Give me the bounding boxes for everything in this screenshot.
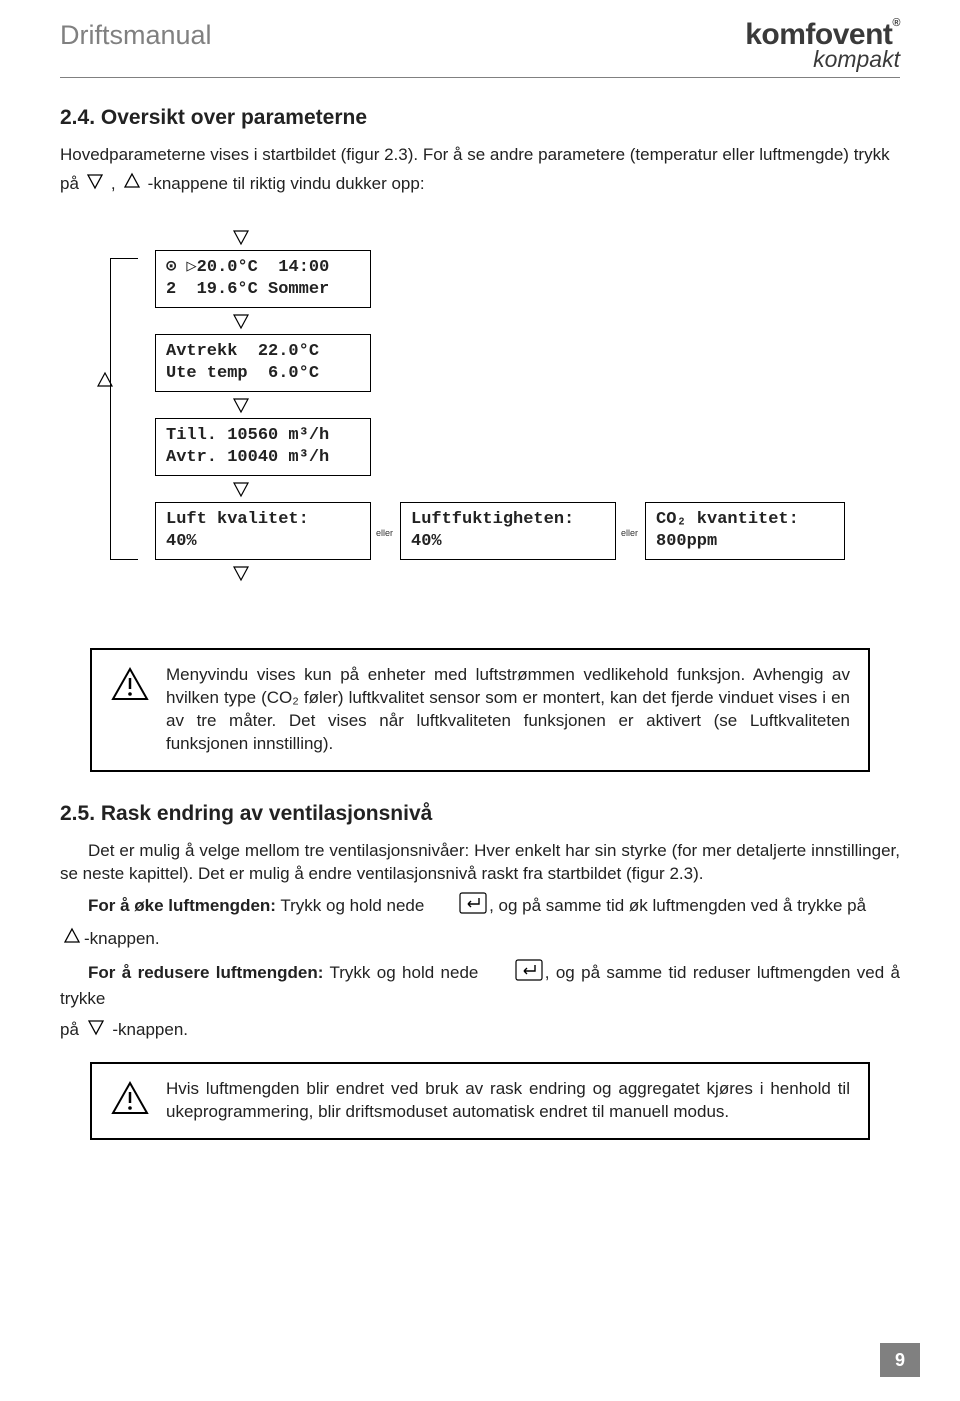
lcd-line: 40% [166, 532, 197, 551]
section-2-4-intro: Hovedparameterne vises i startbildet (fi… [60, 144, 900, 198]
return-key-icon [431, 892, 487, 921]
parameter-flow-diagram: ⊙ ▷20.0°C 14:00 2 19.6°C Sommer Avtrekk … [60, 220, 900, 620]
page-header: Driftsmanual komfovent® kompakt [60, 20, 900, 78]
intro-text-1: Hovedparameterne vises i startbildet (fi… [60, 144, 900, 167]
triangle-up-icon [62, 926, 82, 953]
s25-p3d: -knappen. [112, 1020, 188, 1039]
arrow-down-icon [230, 226, 252, 253]
section-2-5-heading: 2.5. Rask endring av ventilasjonsnivå [60, 802, 900, 826]
lcd-line: 800ppm [656, 532, 717, 551]
triangle-down-icon [86, 1017, 106, 1044]
lcd-box-temps: Avtrekk 22.0°C Ute temp 6.0°C [155, 334, 371, 392]
section-2-5-body: Det er mulig å velge mellom tre ventilas… [60, 840, 900, 1045]
s25-p2b: Trykk og hold nede [276, 895, 429, 914]
arrow-down-icon [230, 394, 252, 421]
brand-main-text: komfovent [745, 18, 892, 51]
return-key-icon [487, 959, 543, 988]
warning-icon [110, 1080, 150, 1121]
lcd-line: Ute temp 6.0°C [166, 364, 319, 383]
intro-tail: -knappene til riktig vindu dukker opp: [148, 173, 425, 196]
lcd-line: Luftfuktigheten: [411, 510, 574, 529]
s25-p2-bold: For å øke luftmengden: [88, 895, 276, 914]
intro-pa: på [60, 173, 79, 196]
lcd-box-humidity: Luftfuktigheten: 40% [400, 502, 616, 560]
lcd-box-co2: CO₂ kvantitet: 800ppm [645, 502, 845, 560]
doc-title: Driftsmanual [60, 20, 212, 51]
lcd-line: 40% [411, 532, 442, 551]
arrow-down-icon [230, 478, 252, 505]
s25-p2d: -knappen. [84, 929, 160, 948]
triangle-up-icon [122, 171, 142, 198]
section-2-4-heading: 2.4. Oversikt over parameterne [60, 106, 900, 130]
page-number: 9 [880, 1343, 920, 1377]
brand-sub-text: kompakt [745, 48, 900, 71]
brand-logo: komfovent® kompakt [745, 20, 900, 71]
brand-registered-icon: ® [892, 17, 900, 29]
lcd-line: Luft kvalitet: [166, 510, 309, 529]
arrow-down-icon [230, 310, 252, 337]
s25-p3-bold: For å redusere luftmengden: [88, 963, 323, 982]
arrow-down-icon [230, 562, 252, 589]
warning-icon [110, 666, 150, 707]
arrow-up-icon [94, 370, 116, 397]
lcd-line: ⊙ ▷20.0°C 14:00 [166, 258, 329, 277]
lcd-box-start: ⊙ ▷20.0°C 14:00 2 19.6°C Sommer [155, 250, 371, 308]
s25-p2c: , og på samme tid øk luftmengden ved å t… [489, 895, 866, 914]
note-1-text: Menyvindu vises kun på enheter med lufts… [166, 664, 850, 756]
lcd-line: CO₂ kvantitet: [656, 510, 799, 529]
note-box-1: Menyvindu vises kun på enheter med lufts… [90, 648, 870, 772]
connector-or-label: eller [621, 528, 638, 538]
s25-p3b: Trykk og hold nede [323, 963, 484, 982]
lcd-box-airflow: Till. 10560 m³/h Avtr. 10040 m³/h [155, 418, 371, 476]
connector-or-label: eller [376, 528, 393, 538]
s25-p3d-pa: på [60, 1020, 79, 1039]
lcd-line: Avtr. 10040 m³/h [166, 448, 329, 467]
triangle-down-icon [85, 171, 105, 198]
lcd-line: 2 19.6°C Sommer [166, 280, 329, 299]
lcd-line: Till. 10560 m³/h [166, 426, 329, 445]
intro-comma: , [111, 173, 116, 196]
note-box-2: Hvis luftmengden blir endret ved bruk av… [90, 1062, 870, 1140]
s25-p1: Det er mulig å velge mellom tre ventilas… [60, 840, 900, 886]
note-2-text: Hvis luftmengden blir endret ved bruk av… [166, 1078, 850, 1124]
lcd-box-air-quality: Luft kvalitet: 40% [155, 502, 371, 560]
lcd-line: Avtrekk 22.0°C [166, 342, 319, 361]
diagram-bracket [110, 258, 138, 560]
